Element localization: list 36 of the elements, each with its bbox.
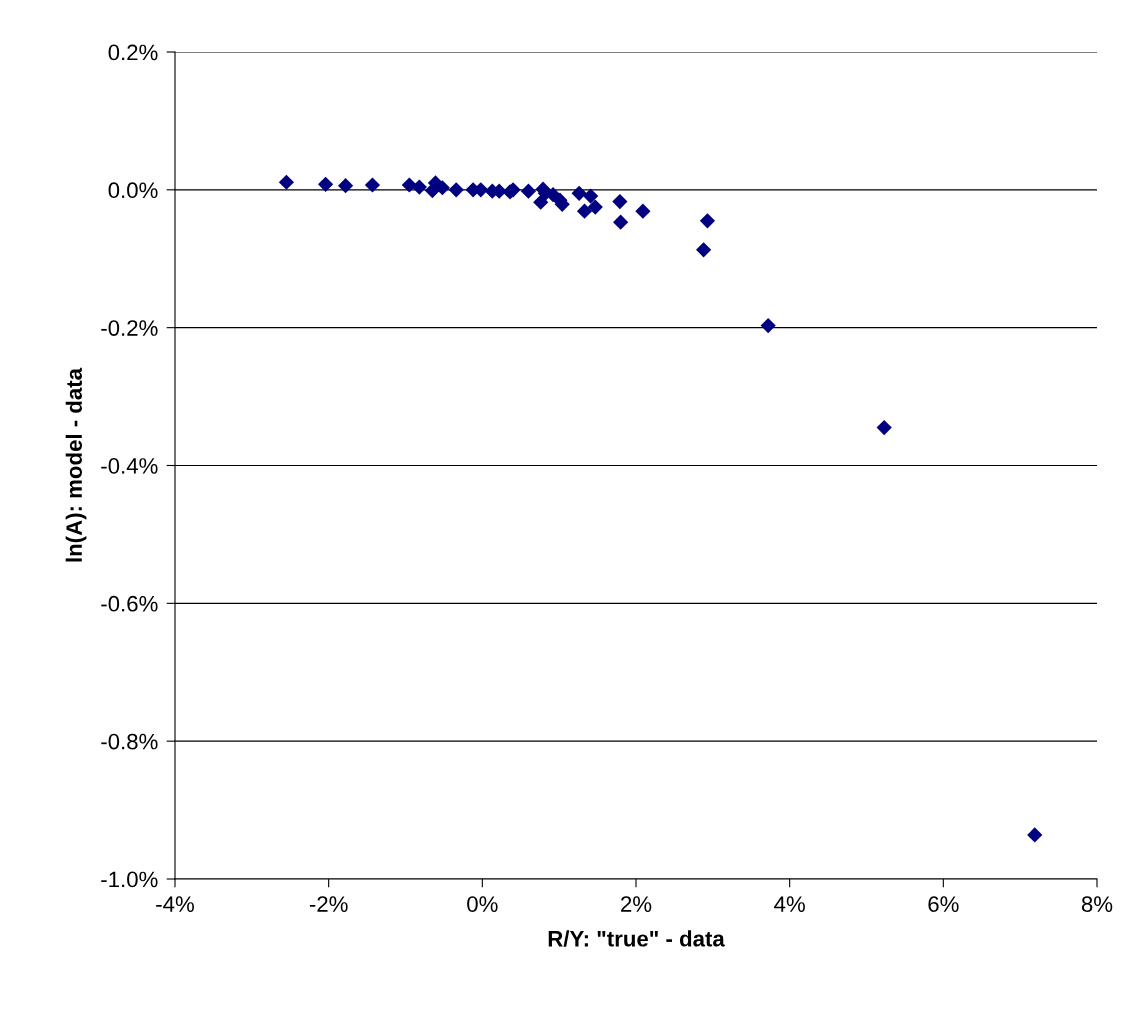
point <box>587 199 603 215</box>
point <box>364 177 381 193</box>
x-tick-label: 4% <box>774 896 805 912</box>
y-tick-label: -0.8% <box>101 733 158 750</box>
point <box>583 188 599 204</box>
y-tick-label: -1.0% <box>101 871 158 888</box>
x-tick-label: 0% <box>467 896 498 912</box>
point <box>576 203 593 219</box>
x-tick-label: 2% <box>621 896 652 912</box>
y-tick-label: -0.6% <box>101 595 158 612</box>
x-axis-title: R/Y: "true" - data <box>548 930 725 947</box>
point <box>699 213 716 229</box>
x-tick-label: -4% <box>156 896 194 912</box>
y-tick-label: 0.2% <box>108 44 158 61</box>
point <box>337 178 354 194</box>
point <box>571 185 587 201</box>
point <box>520 183 537 199</box>
point <box>613 214 629 230</box>
point <box>635 203 651 219</box>
y-tick-label: 0.0% <box>108 182 158 199</box>
x-tick-label: 8% <box>1081 896 1113 912</box>
point <box>448 182 464 198</box>
point <box>612 193 628 210</box>
x-tick-label: 6% <box>928 896 959 912</box>
point <box>1027 827 1043 843</box>
point <box>533 194 549 210</box>
point <box>876 419 892 436</box>
y-tick-label: -0.4% <box>101 458 158 474</box>
point <box>760 317 776 334</box>
x-tick-label: -2% <box>309 896 348 912</box>
point <box>317 176 334 192</box>
y-axis-title: ln(A): model - data <box>65 367 87 562</box>
point <box>411 179 427 195</box>
y-tick-label: -0.2% <box>101 320 158 336</box>
point <box>278 174 295 190</box>
point <box>696 242 712 258</box>
